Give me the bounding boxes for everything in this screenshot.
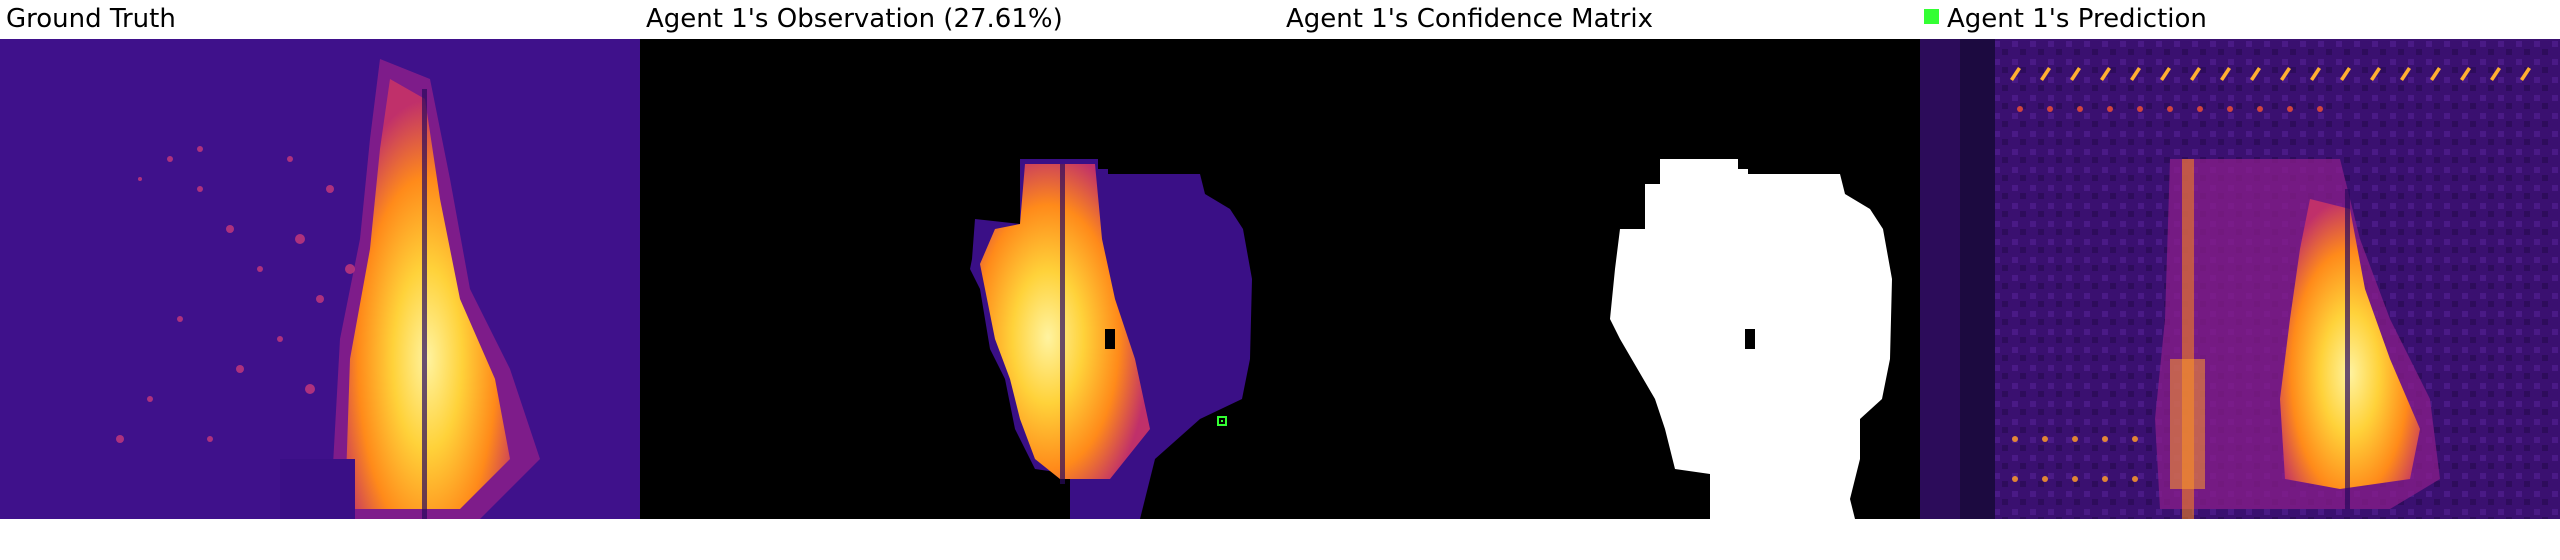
prediction-image bbox=[1920, 39, 2560, 519]
confidence-matrix-image bbox=[1280, 39, 1920, 519]
observation-title: Agent 1's Observation (27.61%) bbox=[646, 4, 1063, 34]
confidence-matrix-panel bbox=[1280, 39, 1920, 519]
ground-truth-image bbox=[0, 39, 640, 519]
prediction-title: Agent 1's Prediction bbox=[1924, 2, 2207, 36]
observation-panel bbox=[640, 39, 1280, 519]
observation-image bbox=[640, 39, 1280, 519]
prediction-title-text: Agent 1's Prediction bbox=[1947, 4, 2207, 34]
confidence-matrix-title: Agent 1's Confidence Matrix bbox=[1286, 4, 1654, 34]
agent-marker bbox=[1217, 416, 1227, 426]
ground-truth-panel bbox=[0, 39, 640, 519]
ground-truth-title: Ground Truth bbox=[6, 4, 176, 34]
agent-legend-icon bbox=[1924, 9, 1939, 24]
prediction-panel bbox=[1920, 39, 2560, 519]
